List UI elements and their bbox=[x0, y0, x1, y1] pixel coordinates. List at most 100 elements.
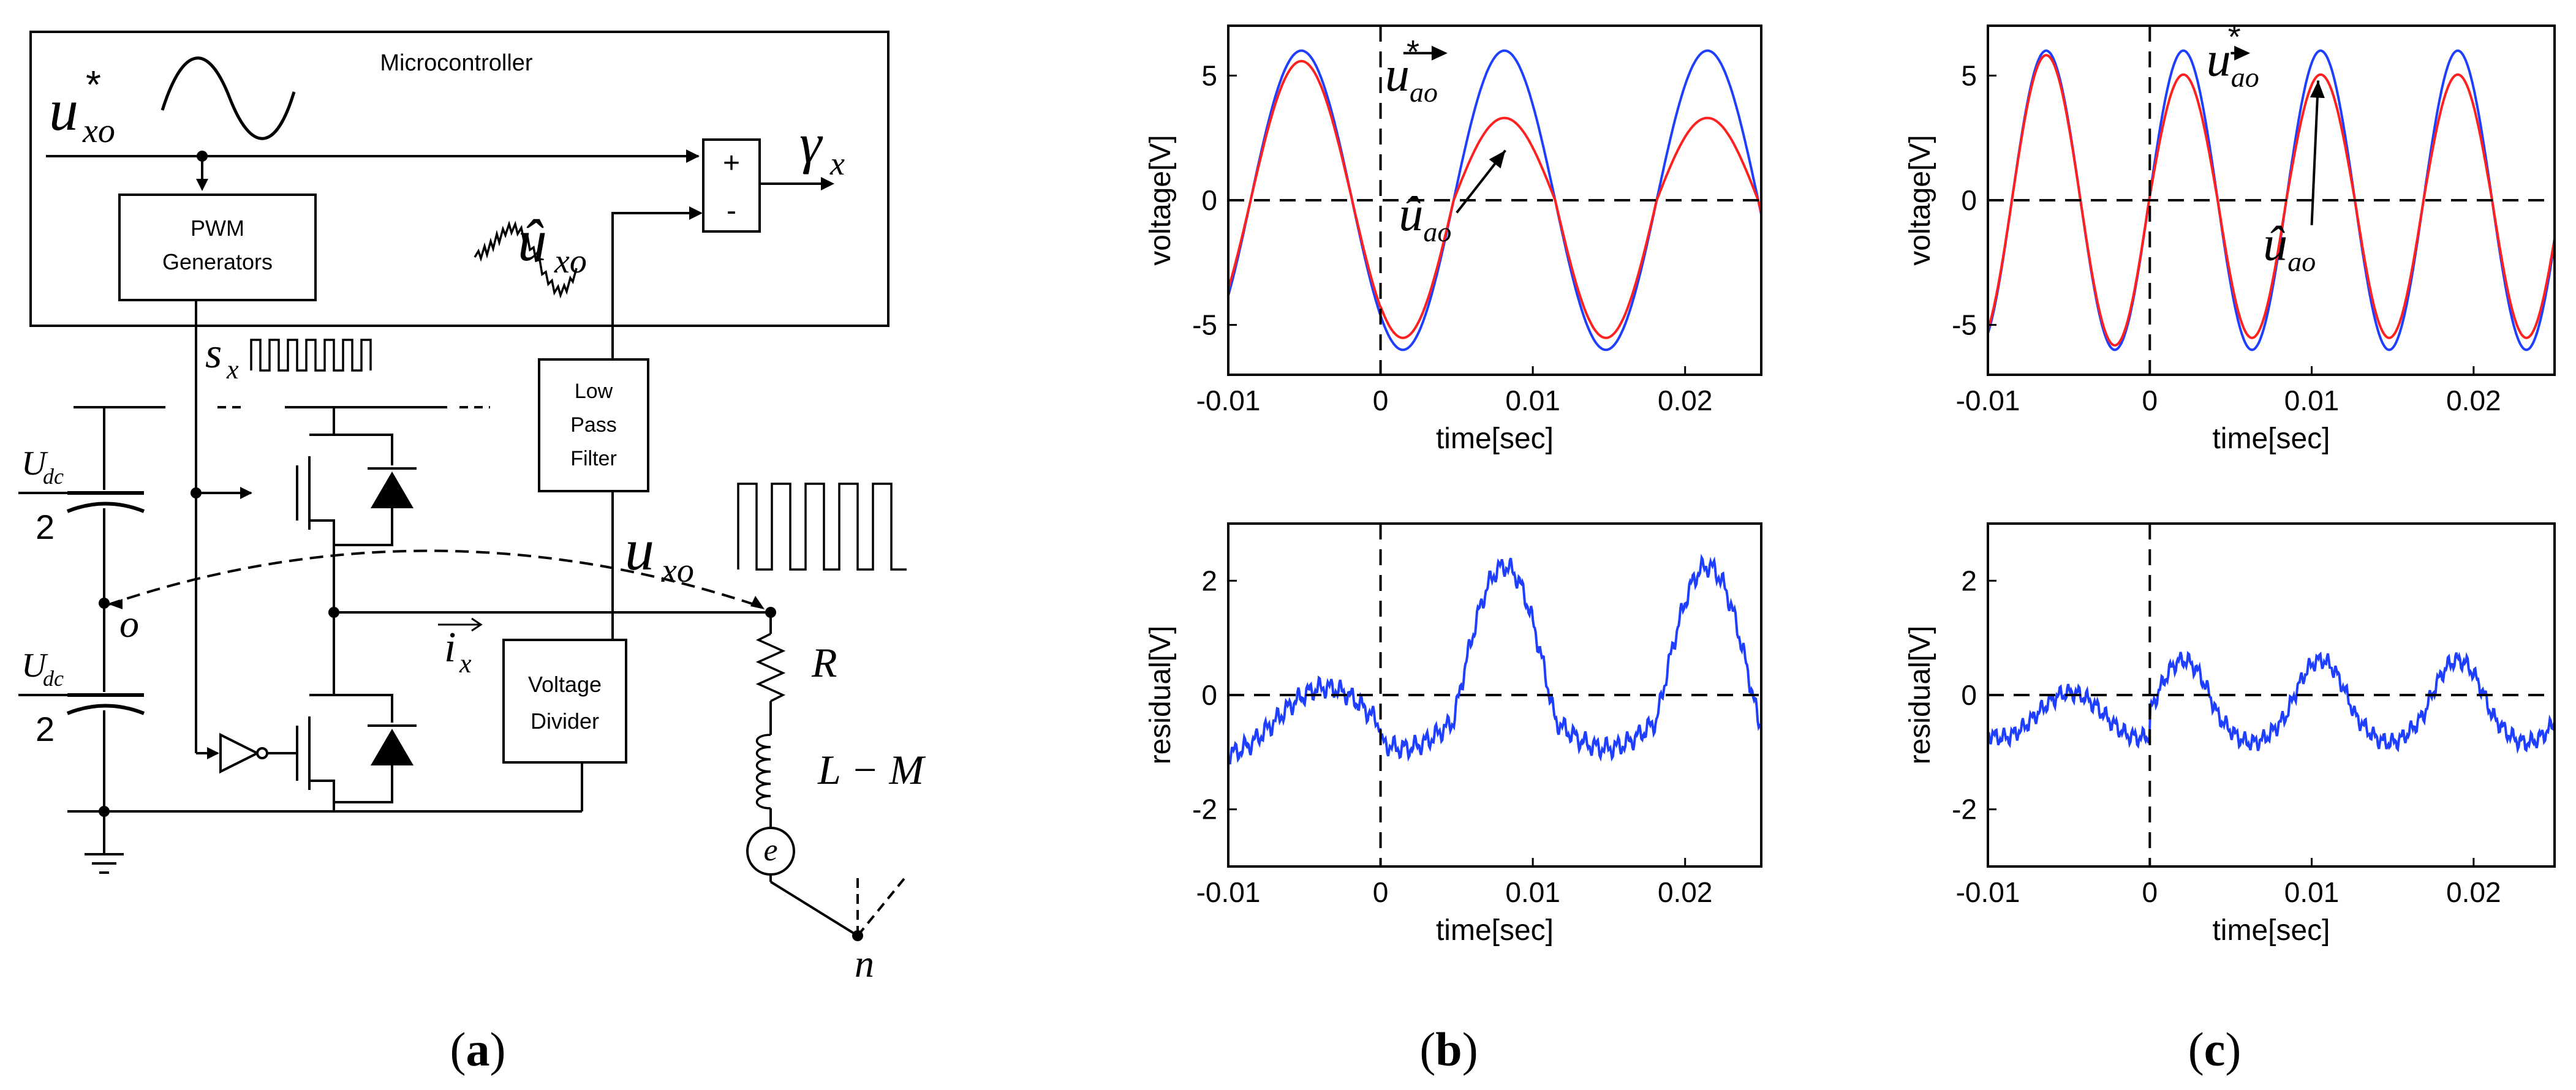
svg-text:û: û bbox=[518, 208, 547, 273]
inductor-label: L − M bbox=[817, 746, 926, 793]
c-voltage-annot-ref-arrowhead bbox=[2234, 45, 2251, 61]
svg-text:U: U bbox=[21, 445, 48, 483]
emf-label: e bbox=[763, 833, 777, 868]
svg-text:xo: xo bbox=[661, 552, 694, 590]
upper-mosfet-icon bbox=[196, 407, 417, 612]
lpf-label-1: Low bbox=[575, 380, 613, 403]
node-n-label: n bbox=[855, 942, 874, 985]
c-residual-ytick-label: 2 bbox=[1961, 565, 1977, 596]
plus-sign: + bbox=[723, 147, 740, 179]
c-voltage-xtick-label: -0.01 bbox=[1956, 385, 2020, 416]
lower-mosfet-icon bbox=[196, 612, 417, 811]
b-residual-ytick-label: 0 bbox=[1201, 679, 1217, 711]
svg-text:u: u bbox=[49, 77, 78, 143]
output-voltage-label: u xo bbox=[625, 517, 694, 590]
b-voltage-xtick-label: -0.01 bbox=[1196, 385, 1261, 416]
c-voltage-annot-est-sub: ao bbox=[2287, 246, 2316, 277]
b-voltage-xtick-label: 0.01 bbox=[1505, 385, 1560, 416]
low-pass-filter-box bbox=[538, 358, 649, 492]
panel-label-b: (b) bbox=[1419, 1023, 1478, 1076]
c-voltage-xlabel: time[sec] bbox=[2212, 423, 2330, 455]
svg-text:U: U bbox=[21, 647, 48, 685]
reference-sine-icon bbox=[161, 56, 296, 140]
c-residual-ylabel: residual[V] bbox=[1904, 626, 1936, 765]
svg-text:dc: dc bbox=[43, 666, 64, 691]
svg-text:x: x bbox=[829, 145, 845, 182]
b-residual-ylabel: residual[V] bbox=[1144, 626, 1177, 765]
svg-text:xo: xo bbox=[554, 242, 587, 280]
inverter-icon bbox=[219, 732, 260, 774]
svg-text:2: 2 bbox=[36, 508, 55, 546]
pwm-generators-box bbox=[118, 194, 317, 301]
current-label: i x bbox=[444, 624, 472, 678]
svg-text:s: s bbox=[205, 330, 222, 377]
panel-label-a: (a) bbox=[450, 1023, 506, 1076]
c-voltage-annot-ref: u bbox=[2207, 32, 2231, 86]
svg-text:dc: dc bbox=[43, 464, 64, 489]
c-residual-xtick-label: 0.01 bbox=[2284, 876, 2340, 908]
chart-c-residual: -0.01 0 0.01 0.02 -2 0 2 time[sec] residual[V] bbox=[1904, 522, 2556, 947]
output-voltage-curve bbox=[107, 549, 760, 607]
estimate-noisy-sine-icon bbox=[474, 220, 578, 299]
reference-arrow bbox=[686, 149, 700, 163]
microcontroller-label: Microcontroller bbox=[380, 50, 533, 76]
b-residual-xlabel: time[sec] bbox=[1436, 914, 1554, 947]
summing-box bbox=[702, 138, 761, 233]
node-o-label: o bbox=[119, 602, 139, 645]
c-voltage-annot-ref-sub: ao bbox=[2231, 61, 2259, 92]
c-residual-xlabel: time[sec] bbox=[2212, 914, 2330, 947]
c-residual-xtick-label: -0.01 bbox=[1956, 876, 2020, 908]
c-voltage-ytick-label: 0 bbox=[1961, 184, 1977, 216]
c-voltage-series-estimate bbox=[1987, 54, 2556, 347]
udc-bottom-label: U dc 2 bbox=[21, 647, 64, 748]
b-voltage-annot-ref: u bbox=[1385, 48, 1410, 102]
upper-diode-icon bbox=[371, 472, 414, 508]
pwm-label-2: Generators bbox=[162, 249, 273, 274]
inductor-icon bbox=[756, 734, 771, 810]
b-voltage-series-reference bbox=[1227, 49, 1762, 351]
reference-label: u xo * bbox=[49, 62, 115, 150]
node-o bbox=[99, 598, 110, 609]
minus-sign: - bbox=[727, 195, 736, 227]
chart-b-residual: -0.01 0 0.01 0.02 -2 0 2 time[sec] residual[V] bbox=[1144, 522, 1762, 947]
c-residual-ytick-label: 0 bbox=[1961, 679, 1977, 711]
c-residual-series-residual bbox=[1987, 650, 2556, 754]
svg-text:γ: γ bbox=[799, 112, 823, 175]
svg-text:x: x bbox=[459, 648, 472, 678]
pwm-pulse-icon bbox=[250, 339, 372, 372]
b-residual-xtick-label: 0.01 bbox=[1505, 876, 1560, 908]
svg-text:u: u bbox=[625, 517, 654, 582]
b-voltage-annot-ref-arrowhead bbox=[1431, 45, 1448, 61]
b-voltage-xtick-label: 0.02 bbox=[1658, 385, 1713, 416]
c-voltage-xtick-label: 0.02 bbox=[2446, 385, 2501, 416]
c-voltage-ylabel: voltage[V] bbox=[1904, 135, 1936, 265]
c-residual-xtick-label: 0 bbox=[2142, 876, 2158, 908]
svg-text:*: * bbox=[86, 62, 101, 107]
b-voltage-series-estimate bbox=[1227, 59, 1762, 339]
b-residual-xtick-label: -0.01 bbox=[1196, 876, 1261, 908]
vdiv-label-2: Divider bbox=[531, 709, 599, 734]
b-voltage-annot-est-sub: ao bbox=[1423, 216, 1451, 247]
b-voltage-ytick-label: 5 bbox=[1201, 59, 1217, 91]
b-voltage-xlabel: time[sec] bbox=[1436, 423, 1554, 455]
c-voltage-annot-est: û bbox=[2263, 217, 2287, 271]
b-residual-series-residual bbox=[1227, 554, 1762, 765]
c-voltage-annot-ref-star: * bbox=[2228, 18, 2241, 55]
c-voltage-xtick-label: 0 bbox=[2142, 385, 2158, 416]
b-residual-xtick-label: 0 bbox=[1373, 876, 1389, 908]
b-voltage-ylabel: voltage[V] bbox=[1144, 135, 1177, 265]
c-voltage-annot-est-arrowhead bbox=[2310, 80, 2325, 99]
lpf-label-2: Pass bbox=[570, 413, 617, 437]
b-residual-ytick-label: 2 bbox=[1201, 565, 1217, 596]
c-voltage-xtick-label: 0.01 bbox=[2284, 385, 2340, 416]
output-square-wave-icon bbox=[737, 483, 907, 571]
residual-label: γ x bbox=[799, 112, 845, 182]
resistor-icon bbox=[755, 633, 786, 702]
b-voltage-annot-ref-sub: ao bbox=[1410, 77, 1438, 108]
c-voltage-ytick-label: -5 bbox=[1952, 309, 1977, 341]
lower-diode-icon bbox=[371, 729, 414, 765]
b-residual-xtick-label: 0.02 bbox=[1658, 876, 1713, 908]
estimate-label: û xo bbox=[518, 208, 587, 280]
